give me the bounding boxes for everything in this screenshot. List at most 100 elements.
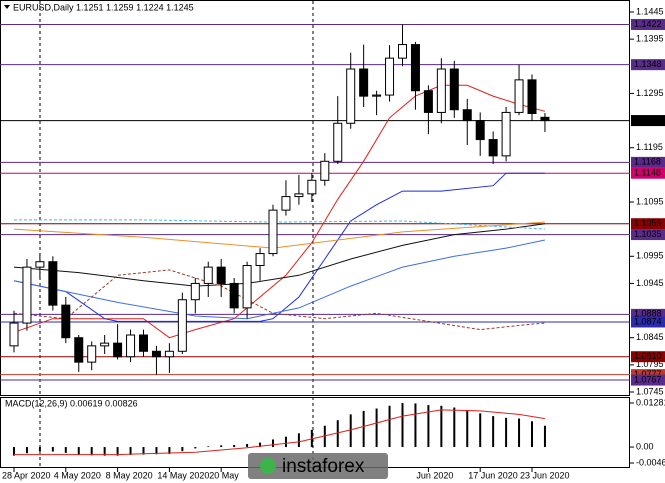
candle-body [151,350,161,358]
logo-box [248,453,388,479]
level-label-box [631,156,665,168]
candle-body [22,266,32,324]
signal-line [14,409,545,456]
candle-body [333,122,343,162]
level-label: 1.0888 [634,309,662,319]
candle-body [320,160,330,181]
candle-body [423,90,433,113]
x-tick-label: 17 Jun 2020 [468,470,518,480]
level-label: 1.0810 [634,351,662,361]
level-label-box [631,115,665,127]
y-tick-label: 1.0795 [636,359,664,369]
indicator-line [13,172,545,322]
candle-body [242,265,252,309]
candle-body [475,120,485,141]
level-label-box [631,316,665,328]
logo-icon [260,458,276,474]
candle-body [61,304,71,339]
candle-body [100,342,110,347]
candle-body [359,68,369,97]
indicator-line [14,219,545,230]
y-tick-label: 1.1445 [636,6,664,16]
level-label-box [631,18,665,30]
y-tick-label: 1.1195 [636,142,663,152]
x-tick-label: Jun 2020 [416,470,453,480]
level-label-box [631,167,665,179]
level-label-box [631,218,665,230]
candle-body [346,68,356,124]
y-tick-label: -0.00464 [636,457,665,467]
candles [9,24,550,375]
candle-body [281,196,291,211]
candle-body [410,44,420,92]
candle-body [229,282,239,309]
level-label: 1.1348 [634,59,662,69]
level-label: 1.1245 [634,115,662,125]
candle-body [9,322,19,347]
candle-body [307,179,317,195]
macd-title: MACD(12,26,9) 0.00619 0.00826 [5,398,138,408]
candle-body [177,299,187,352]
x-tick-label: 28 Apr 2020 [2,470,51,480]
candle-body [540,116,550,122]
candle-body [488,139,498,157]
candle-body [164,350,174,358]
watermark: instaforex [248,453,388,479]
y-tick-label: 1.0845 [636,332,664,342]
candle-body [87,345,97,363]
candle-body [113,342,123,358]
candle-body [501,111,511,157]
indicator-line [13,84,546,339]
logo-text: instaforex [282,456,365,477]
x-tick-label: 23 Jun 2020 [520,470,570,480]
level-label-box [631,374,665,386]
candle-body [514,79,524,113]
candle-body [527,79,537,115]
indicator-line [13,239,546,320]
level-label: 1.1168 [634,157,661,167]
axes: 1.0745 1.0795 1.0845 1.0945 1.0995 1.1095 1.11… [2,6,665,480]
level-label-box [631,59,665,71]
candle-body [372,94,382,97]
x-tick-label: 20 May [209,470,239,480]
main-window [0,0,630,396]
y-tick-label: 1.1095 [636,196,664,206]
candle-body [255,253,265,267]
y-tick-label: 1.0945 [636,278,664,288]
level-label-box [631,308,665,320]
candle-body [294,193,304,198]
candle-body [436,68,446,113]
level-label: 1.0874 [634,316,662,326]
y-tick-label: 1.1295 [636,88,664,98]
indicator-lines [13,84,546,339]
candle-body [190,282,200,301]
y-tick-label: 0.01281 [636,397,665,407]
candle-body [216,266,226,284]
candle-body [35,261,45,268]
candle-body [385,57,395,96]
x-tick-label: 8 May 2020 [106,470,153,480]
level-label: 1.1035 [634,229,662,239]
level-label-box [631,229,665,241]
chart-title: EURUSD,Daily 1.1251 1.1259 1.1224 1.1245 [13,2,194,12]
candle-body [74,337,84,363]
level-label: 1.1055 [634,218,662,228]
candle-body [398,44,407,59]
candle-body [268,209,278,255]
candle-body [203,266,213,284]
y-tick-label: 1.0995 [636,251,664,261]
candle-body [48,261,58,306]
menu-arrow [4,5,10,9]
x-tick-label: 4 May 2020 [54,470,101,480]
y-tick-label: 1.0745 [636,386,664,396]
y-tick-label: 0.00 [636,441,654,451]
level-label: 1.0777 [634,369,662,379]
indicator-line [13,223,545,287]
indicator-line [13,269,545,331]
candle-body [449,68,459,111]
level-label-box [631,351,665,363]
level-label: 1.0767 [634,374,662,384]
y-tick-label: 1.1395 [636,34,664,44]
